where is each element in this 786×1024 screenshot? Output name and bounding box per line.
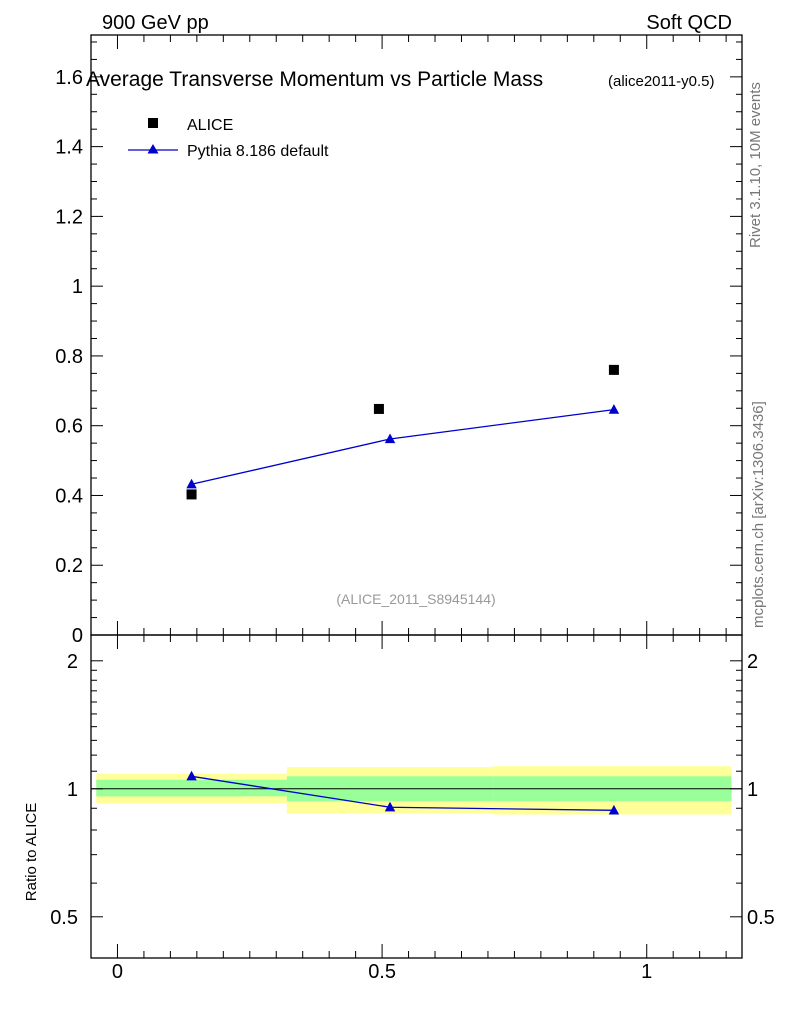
main-ytick-label: 1.4 bbox=[55, 137, 83, 159]
pythia-point bbox=[186, 478, 197, 489]
ratio-ytick-label-right: 2 bbox=[747, 651, 758, 673]
ratio-xtick-label: 0.5 bbox=[368, 961, 396, 983]
chart-subtitle: (alice2011-y0.5) bbox=[608, 73, 714, 90]
ratio-ytick-label-left: 1 bbox=[67, 779, 78, 801]
legend-pythia-label: Pythia 8.186 default bbox=[187, 143, 329, 160]
ratio-xtick-label: 1 bbox=[641, 961, 652, 983]
legend-alice-label: ALICE bbox=[187, 117, 233, 134]
main-ytick-label: 0.4 bbox=[55, 485, 83, 507]
legend-pythia-marker bbox=[147, 144, 159, 154]
main-ytick-label: 1.2 bbox=[55, 206, 83, 228]
pythia-point bbox=[384, 433, 396, 444]
pythia-series-line bbox=[191, 409, 615, 485]
rivet-label: Rivet 3.1.10, 10M events bbox=[747, 82, 764, 248]
main-ytick-label: 0.2 bbox=[55, 555, 83, 577]
main-ytick-label: 1.6 bbox=[55, 67, 83, 89]
ratio-pythia-point bbox=[608, 804, 620, 815]
ratio-ytick-label-left: 0.5 bbox=[50, 907, 78, 929]
ratio-xtick-label: 0 bbox=[112, 961, 123, 983]
main-ytick-label: 1 bbox=[72, 276, 83, 298]
ratio-ytick-label-right: 0.5 bbox=[747, 907, 775, 929]
legend: ALICE Pythia 8.186 default bbox=[128, 117, 329, 160]
ratio-green-band-0 bbox=[96, 779, 287, 797]
ratio-ylabel: Ratio to ALICE bbox=[23, 803, 40, 901]
main-ytick-label: 0 bbox=[72, 625, 83, 647]
header-right: Soft QCD bbox=[646, 12, 732, 34]
ratio-pythia-point bbox=[384, 801, 396, 812]
ratio-ytick-label-left: 2 bbox=[67, 651, 78, 673]
ratio-pythia-point bbox=[186, 770, 197, 781]
chart-title: Average Transverse Momentum vs Particle … bbox=[86, 68, 543, 91]
analysis-watermark: (ALICE_2011_S8945144) bbox=[336, 591, 495, 607]
data-layer bbox=[186, 364, 620, 815]
header-left: 900 GeV pp bbox=[102, 12, 209, 34]
axes-layer: 0 0.2 0.4 0.6 0.8 1 1.2 1.4 1.6 0.5 0.5 1 1 2 2 0 0.5 1 bbox=[50, 34, 775, 983]
alice-point bbox=[608, 364, 619, 375]
pythia-point bbox=[608, 404, 620, 414]
mcplots-label: mcplots.cern.ch [arXiv:1306.3436] bbox=[750, 401, 767, 628]
alice-point bbox=[186, 489, 197, 500]
ratio-plot-frame bbox=[90, 634, 743, 959]
main-ytick-label: 0.6 bbox=[55, 416, 83, 438]
legend-alice-marker bbox=[148, 118, 158, 128]
alice-point bbox=[373, 403, 384, 414]
main-ytick-label: 0.8 bbox=[55, 346, 83, 368]
ratio-ytick-label-right: 1 bbox=[747, 779, 758, 801]
